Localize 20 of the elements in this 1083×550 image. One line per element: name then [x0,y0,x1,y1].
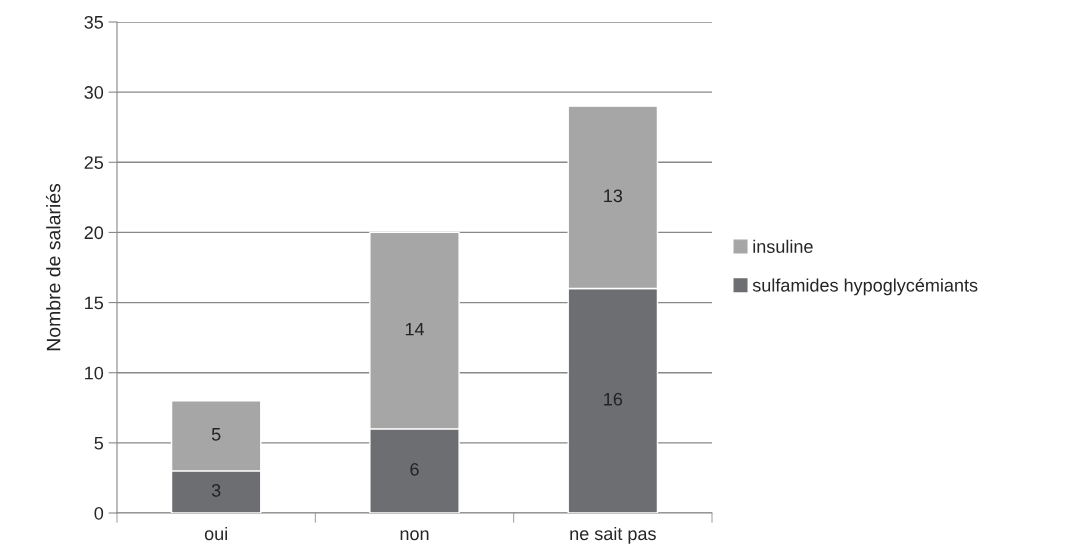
y-tick-label: 20 [84,226,104,240]
data-label: 3 [211,484,221,497]
legend-label: sulfamides hypoglycémiants [752,278,978,296]
y-tick-label: 10 [85,366,104,380]
y-axis-title: Nombre de salariés [45,183,61,351]
legend-label: insuline [753,239,813,253]
y-tick-label: 35 [84,15,104,29]
data-label: 6 [410,462,419,476]
y-tick-label: 5 [94,436,104,450]
data-label: 16 [604,392,623,406]
y-tick-label: 0 [94,506,104,520]
x-tick-label: ne sait pas [570,526,656,544]
y-tick-label: 30 [84,86,104,99]
x-tick-label: non [400,530,429,541]
data-label: 14 [405,322,425,336]
y-tick-label: 15 [85,296,104,310]
data-label: 5 [211,428,221,441]
x-tick-label: oui [204,526,227,541]
y-tick-label: 25 [84,156,104,170]
data-label: 13 [604,189,623,203]
